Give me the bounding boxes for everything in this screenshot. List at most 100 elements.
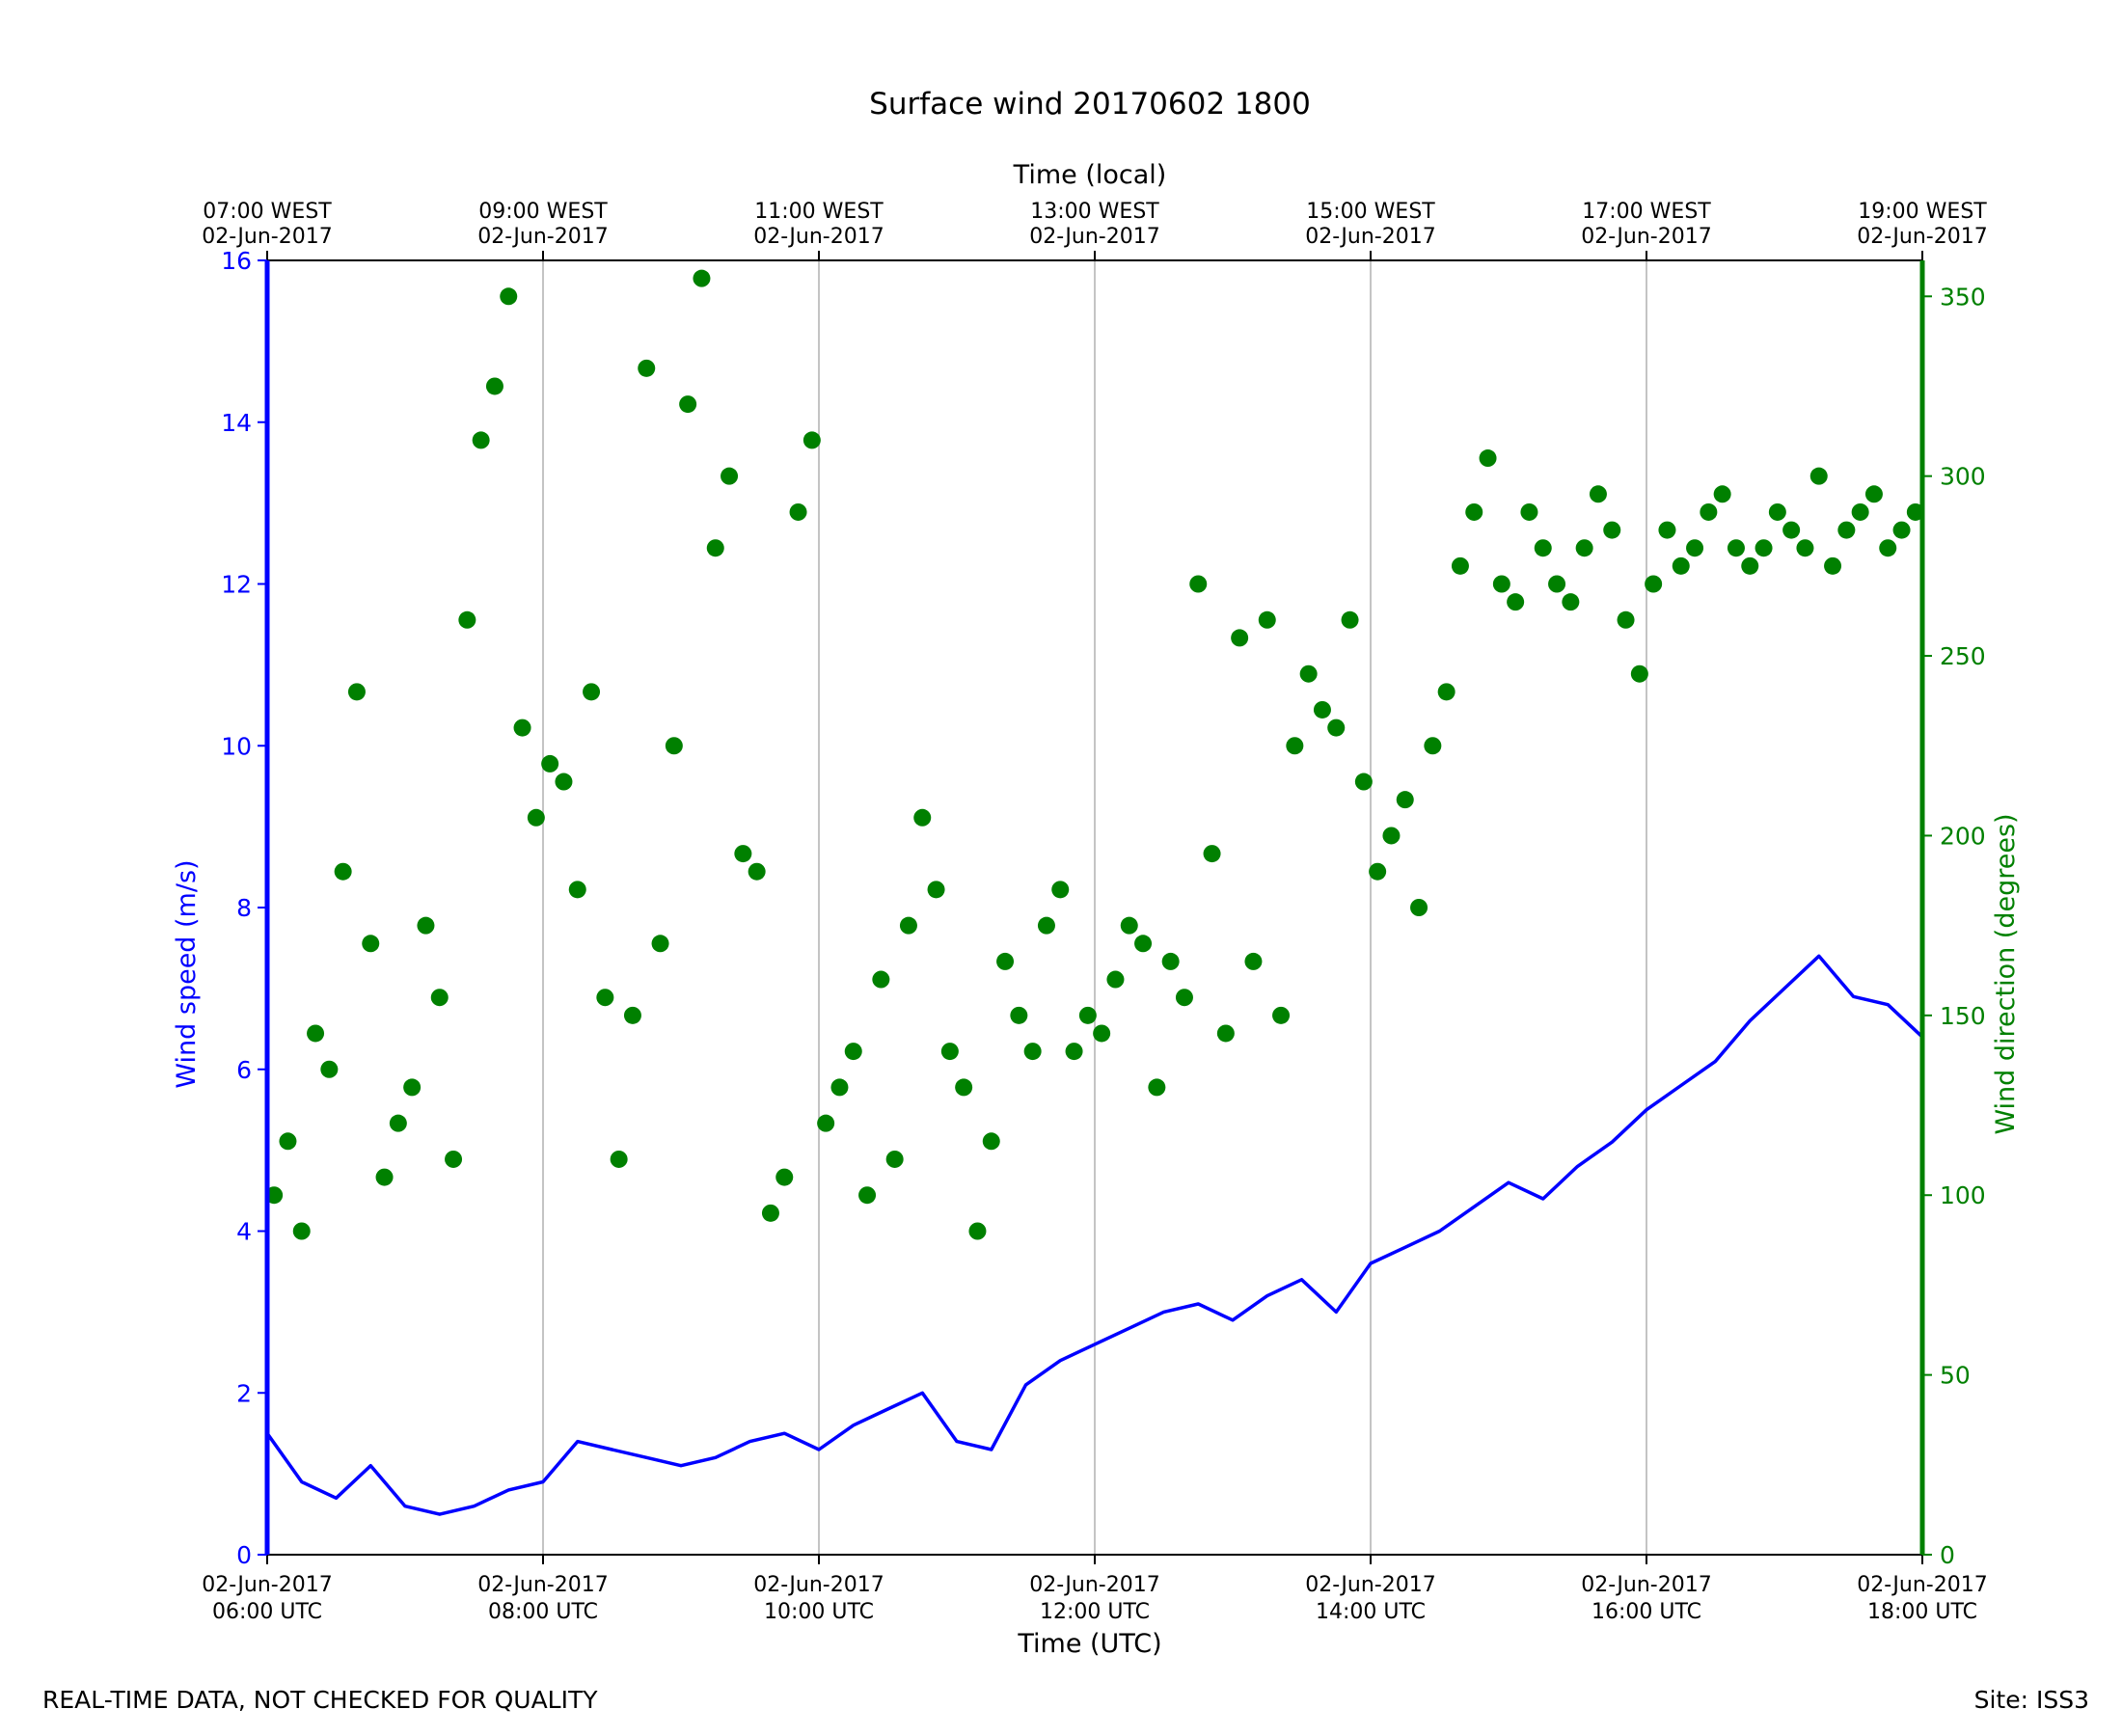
wind-direction-point: [1645, 575, 1663, 593]
wind-direction-point: [927, 881, 945, 899]
wind-direction-point: [541, 754, 559, 773]
x2-tick-label-date: 02-Jun-2017: [477, 225, 608, 249]
wind-direction-point: [1892, 521, 1911, 539]
wind-direction-point: [885, 1150, 904, 1168]
wind-direction-point: [1396, 791, 1414, 809]
top-axis-label: Time (local): [1013, 160, 1167, 190]
wind-direction-point: [1175, 989, 1193, 1007]
wind-direction-point: [1686, 539, 1704, 557]
wind-direction-point: [1465, 502, 1483, 521]
x-tick-label-date: 02-Jun-2017: [1857, 1573, 1987, 1597]
wind-direction-point: [1672, 556, 1690, 575]
wind-direction-point: [761, 1204, 779, 1222]
wind-direction-point: [1479, 449, 1497, 468]
wind-direction-point: [1010, 1006, 1028, 1024]
wind-direction-point: [596, 989, 614, 1007]
wind-speed-series: [265, 954, 1924, 1516]
wind-direction-point: [1424, 737, 1442, 755]
wind-direction-point: [789, 502, 807, 521]
wind-direction-point: [1189, 575, 1208, 593]
x2-tick-label-time: 11:00 WEST: [754, 200, 884, 224]
wind-direction-point: [872, 970, 890, 989]
wind-direction-point: [1120, 916, 1138, 935]
y2-tick-label: 200: [1940, 822, 1986, 850]
wind-direction-point: [1562, 593, 1580, 611]
y-tick-label: 8: [236, 894, 252, 922]
wind-direction-point: [679, 395, 697, 414]
wind-direction-point: [375, 1168, 394, 1186]
wind-direction-point: [1313, 700, 1331, 719]
wind-direction-point: [1258, 610, 1276, 629]
wind-direction-point: [1575, 539, 1593, 557]
wind-direction-point: [1106, 970, 1125, 989]
wind-direction-point: [472, 431, 490, 449]
wind-direction-point: [568, 881, 586, 899]
wind-direction-point: [1492, 575, 1510, 593]
y-tick-label: 12: [221, 571, 252, 599]
wind-direction-point: [583, 683, 601, 701]
wind-direction-point: [1382, 827, 1401, 845]
wind-speed-line: [265, 954, 1924, 1516]
wind-direction-point: [955, 1078, 973, 1097]
x-tick-label-time: 16:00 UTC: [1592, 1600, 1701, 1624]
x-tick-label-time: 06:00 UTC: [212, 1600, 322, 1624]
x-tick-label-time: 10:00 UTC: [764, 1600, 874, 1624]
wind-direction-point: [1354, 773, 1373, 791]
y2-tick-label: 50: [1940, 1362, 1971, 1390]
wind-direction-point: [320, 1060, 339, 1078]
wind-direction-point: [775, 1168, 794, 1186]
wind-direction-point: [1148, 1078, 1166, 1097]
wind-direction-point: [1630, 665, 1648, 683]
x2-tick-label-time: 15:00 WEST: [1306, 200, 1435, 224]
wind-direction-point: [1327, 719, 1346, 737]
wind-direction-point: [651, 935, 669, 953]
wind-direction-point: [1837, 521, 1856, 539]
tick-labels: 02-Jun-2017 06:00 UTC 02-Jun-2017 08:00 UTC…: [202, 200, 1987, 1624]
x-tick-label-time: 14:00 UTC: [1316, 1600, 1426, 1624]
wind-direction-point: [1879, 539, 1897, 557]
x-tick-label-date: 02-Jun-2017: [1581, 1573, 1711, 1597]
wind-direction-point: [844, 1043, 862, 1061]
wind-direction-point: [968, 1222, 987, 1240]
x2-tick-label-date: 02-Jun-2017: [202, 225, 332, 249]
wind-direction-point: [1603, 521, 1621, 539]
wind-direction-point: [1520, 502, 1538, 521]
wind-direction-point: [803, 431, 821, 449]
right-axis-label: Wind direction (degrees): [1991, 813, 2021, 1134]
x-tick-label-date: 02-Jun-2017: [202, 1573, 332, 1597]
wind-direction-point: [1023, 1043, 1042, 1061]
wind-direction-point: [1093, 1024, 1111, 1043]
y-tick-label: 16: [221, 247, 252, 275]
x2-tick-label-date: 02-Jun-2017: [1857, 225, 1987, 249]
x2-tick-label-date: 02-Jun-2017: [1581, 225, 1711, 249]
wind-direction-point: [982, 1132, 1000, 1151]
wind-direction-point: [623, 1006, 641, 1024]
wind-direction-point: [403, 1078, 422, 1097]
wind-direction-point: [389, 1114, 407, 1132]
wind-direction-point: [417, 916, 435, 935]
wind-direction-point: [913, 808, 932, 827]
wind-direction-point: [292, 1222, 311, 1240]
wind-direction-point: [1451, 556, 1469, 575]
x2-tick-label-time: 13:00 WEST: [1030, 200, 1159, 224]
x-tick-label-date: 02-Jun-2017: [1029, 1573, 1159, 1597]
x2-tick-label-time: 07:00 WEST: [203, 200, 332, 224]
wind-direction-point: [1809, 467, 1828, 485]
x2-tick-label-date: 02-Jun-2017: [753, 225, 884, 249]
wind-direction-point: [1768, 502, 1786, 521]
wind-direction-point: [1286, 737, 1304, 755]
wind-direction-point: [734, 845, 752, 863]
wind-direction-point: [899, 916, 917, 935]
wind-direction-point: [430, 989, 449, 1007]
y-tick-label: 2: [236, 1379, 252, 1407]
wind-direction-point: [748, 862, 766, 881]
wind-direction-point: [1589, 485, 1607, 503]
wind-direction-point: [1755, 539, 1773, 557]
x2-tick-label-time: 17:00 WEST: [1582, 200, 1711, 224]
y2-tick-label: 100: [1940, 1181, 1986, 1209]
bottom-axis-label: Time (UTC): [1017, 1629, 1161, 1659]
wind-direction-point: [1065, 1043, 1083, 1061]
wind-direction-point: [458, 610, 476, 629]
x2-tick-label-time: 19:00 WEST: [1858, 200, 1987, 224]
